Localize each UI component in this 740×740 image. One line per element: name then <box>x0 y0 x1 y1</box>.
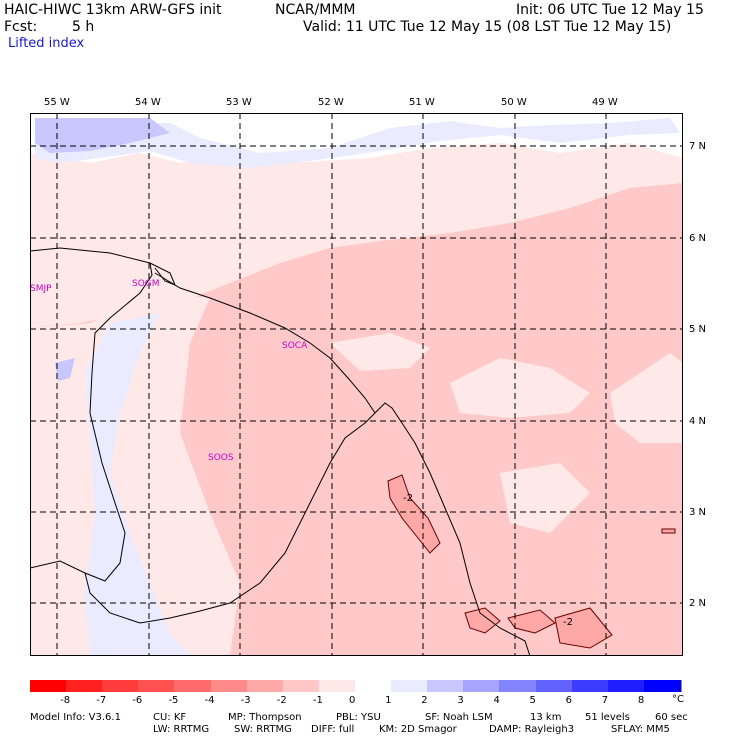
lat-label-6n: 6 N <box>689 233 707 244</box>
contour-label: -2 <box>403 493 413 504</box>
colorbar-tick-label: -1 <box>312 695 323 706</box>
colorbar-tick-label: 6 <box>565 695 573 706</box>
map-plot <box>30 113 683 656</box>
valid-time: Valid: 11 UTC Tue 12 May 15 (08 LST Tue … <box>303 19 672 35</box>
colorbar-segment <box>643 680 682 692</box>
lat-label-5n: 5 N <box>689 324 707 335</box>
colorbar-segment <box>174 680 213 692</box>
model-info-cu: CU: KF <box>153 712 187 723</box>
colorbar-tick-label: 0 <box>349 695 356 706</box>
contour-label: -2 <box>563 617 573 628</box>
lat-label-4n: 4 N <box>689 416 707 427</box>
model-info-sf: SF: Noah LSM <box>425 712 493 723</box>
station-sogm: SOGM <box>132 279 160 289</box>
model-info-levels: 51 levels <box>585 712 630 723</box>
field-name: Lifted index <box>8 36 85 51</box>
org-label: NCAR/MMM <box>275 2 356 18</box>
fcst-label: Fcst: <box>4 19 38 35</box>
colorbar-segment <box>282 680 321 692</box>
model-info-mp: MP: Thompson <box>228 712 302 723</box>
model-info-version: Model Info: V3.6.1 <box>30 712 121 723</box>
model-info-res: 13 km <box>530 712 562 723</box>
colorbar-segment <box>391 680 430 692</box>
lat-label-3n: 3 N <box>689 507 707 518</box>
colorbar-segment <box>427 680 466 692</box>
lat-label-7n: 7 N <box>689 141 707 152</box>
model-info-km: KM: 2D Smagor <box>379 724 457 735</box>
colorbar-tick-label: -7 <box>96 695 107 706</box>
colorbar-segment <box>571 680 610 692</box>
lon-label-55w: 55 W <box>44 97 70 108</box>
colorbar-tick-label: -5 <box>168 695 179 706</box>
station-soos: SOOS <box>208 453 234 463</box>
model-info-diff: DIFF: full <box>311 724 355 735</box>
model-title: HAIC-HIWC 13km ARW-GFS init <box>4 2 222 18</box>
model-info-sflay: SFLAY: MM5 <box>611 724 670 735</box>
colorbar-tick-label: 3 <box>457 695 464 706</box>
model-info-damp: DAMP: Rayleigh3 <box>489 724 575 735</box>
colorbar-tick-label: 1 <box>385 695 392 706</box>
lon-label-54w: 54 W <box>135 97 161 108</box>
colorbar-tick-label: 2 <box>421 695 428 706</box>
model-info-step: 60 sec <box>655 712 688 723</box>
colorbar-tick-label: 8 <box>637 695 645 706</box>
station-smjp: SMJP <box>30 284 52 294</box>
station-soca: SOCA <box>282 341 308 351</box>
colorbar-segment <box>246 680 285 692</box>
colorbar-segment <box>102 680 141 692</box>
colorbar-segment <box>355 680 393 692</box>
lon-label-49w: 49 W <box>592 97 618 108</box>
lon-label-51w: 51 W <box>409 97 435 108</box>
colorbar-tick-label: 7 <box>601 695 609 706</box>
model-info-pbl: PBL: YSU <box>336 712 381 723</box>
model-info-lw: LW: RRTMG <box>153 724 210 735</box>
colorbar-tick-label: -2 <box>276 695 287 706</box>
colorbar-tick-label: -6 <box>132 695 143 706</box>
colorbar-segment <box>210 680 249 692</box>
lon-label-52w: 52 W <box>318 97 344 108</box>
colorbar-tick-label: 4 <box>493 695 500 706</box>
colorbar-segment <box>138 680 177 692</box>
colorbar-tick-label: -4 <box>204 695 215 706</box>
colorbar-tick-label: -3 <box>240 695 251 706</box>
colorbar-unit: °C <box>672 694 684 705</box>
lat-label-2n: 2 N <box>689 598 707 609</box>
init-time: Init: 06 UTC Tue 12 May 15 <box>516 2 704 18</box>
lon-label-53w: 53 W <box>226 97 252 108</box>
colorbar-segment <box>318 680 357 692</box>
colorbar-segment <box>607 680 646 692</box>
colorbar-segment <box>463 680 502 692</box>
lon-label-50w: 50 W <box>501 97 527 108</box>
fcst-value: 5 h <box>72 19 95 35</box>
colorbar-segment <box>66 680 105 692</box>
colorbar-tick-label: 5 <box>529 695 536 706</box>
colorbar-segment <box>535 680 574 692</box>
model-info-sw: SW: RRTMG <box>234 724 292 735</box>
colorbar-segment <box>30 680 68 692</box>
colorbar-segment <box>499 680 538 692</box>
colorbar-tick-label: -8 <box>60 695 71 706</box>
